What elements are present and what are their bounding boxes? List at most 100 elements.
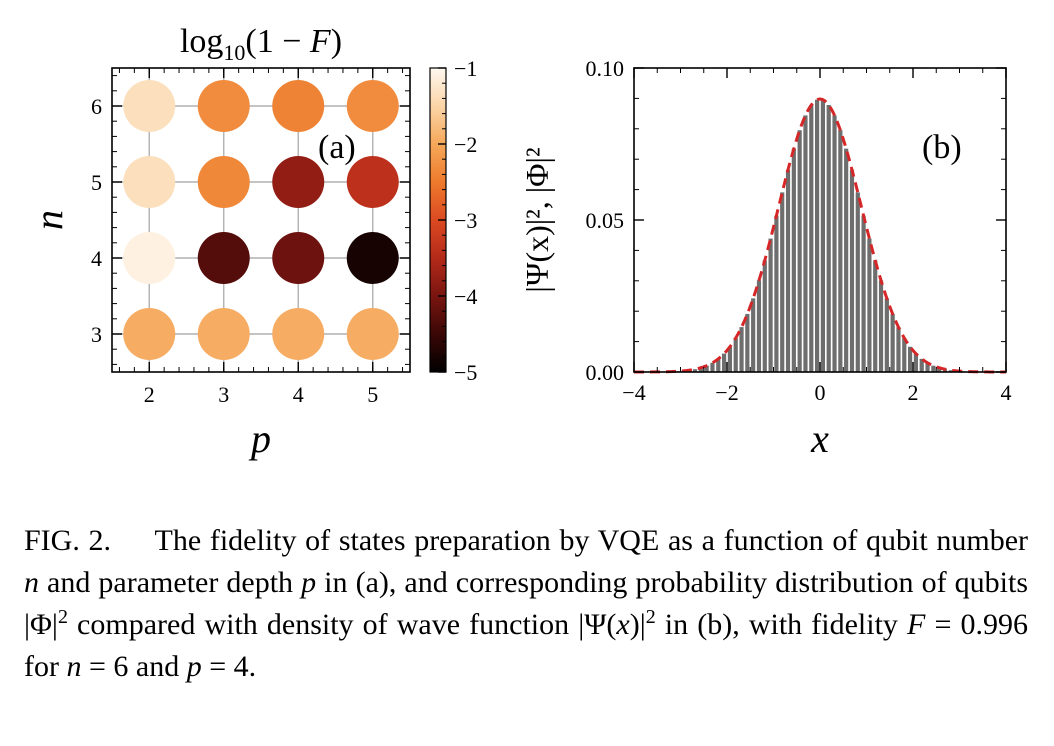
panel-b-bar-chart: −4 −2 0 2 4 0.00 0.05 0.10 (b) x |Ψ(x)|², |Φ|² [519,56,1012,461]
histogram-bar [704,365,709,372]
colorbar-ticks: −1 −2 −3 −4 −5 [438,56,477,385]
panel-a-ylabel: n [26,210,71,230]
caption-segment: )| [629,608,646,641]
heatmap-cell [197,80,250,132]
caption-segment: 2 [57,606,68,628]
histogram-bar [756,280,762,372]
heatmap-cell [123,80,176,132]
heatmap-cell [346,232,399,284]
caption-figure-label: FIG. 2. [24,524,112,557]
histogram-bar [745,313,750,372]
heatmap-cell [346,80,399,132]
caption-segment: x [616,608,630,641]
panel-b-density-line [634,97,1006,374]
histogram-bar [797,130,802,372]
histogram-bar [896,327,901,372]
panel-b-ticks: −4 −2 0 2 4 0.00 0.05 0.10 [586,56,1012,405]
x-tick-label: 4 [1001,380,1012,405]
histogram-bar [832,115,837,372]
histogram-bar [768,238,773,372]
histogram-bar [739,327,744,372]
colorbar-tick-label: −1 [454,56,477,81]
colorbar: −1 −2 −3 −4 −5 [429,56,477,385]
panel-b-label: (b) [922,129,962,166]
x-tick-label: −2 [715,380,738,405]
histogram-bar [815,99,820,373]
caption-segment: in (b), with fidelity [655,608,908,641]
histogram-bar [698,367,703,372]
histogram-bar [948,370,953,372]
histogram-bar [751,298,756,372]
histogram-bar [727,346,732,372]
histogram-bar [913,353,918,372]
x-tick-label: 2 [144,382,155,407]
histogram-bar [820,99,825,373]
caption-segment: n [66,650,82,683]
caption-segment: p [301,566,317,599]
histogram-bar [710,362,715,372]
caption-segment: = 4. [201,650,257,683]
heatmap-cell [123,308,176,360]
heatmap-cell [272,232,325,284]
heatmap-cell [197,232,250,284]
y-tick-label: 0.00 [586,360,625,385]
panel-a-ticks: 2 3 4 5 3 4 5 6 [91,68,410,407]
x-tick-label: −4 [622,380,645,405]
panel-b-xlabel: x [810,416,829,461]
histogram-bar [855,192,860,372]
heatmap-cell [123,232,176,284]
histogram-bar [867,238,872,372]
panel-b-frame [633,67,1007,373]
panel-a-heatmap: 2 3 4 5 3 4 5 6 log10(1 − F) (a) p n [26,23,411,461]
histogram-bar [878,280,884,372]
caption-segment: F [907,608,926,641]
histogram-bar [826,105,831,372]
histogram-bar [931,365,936,372]
y-tick-label: 6 [91,94,102,119]
heatmap-cell [272,80,325,132]
caption-segment: and parameter depth [39,566,302,599]
histogram-bar [925,362,930,372]
figure: 2 3 4 5 3 4 5 6 log10(1 − F) (a) p n −1 −2 −3 −4 −5… [26,23,1012,461]
histogram-bar [774,215,779,372]
histogram-bar [733,337,738,372]
y-tick-label: 0.10 [586,56,625,81]
histogram-bar [780,192,785,372]
panel-a-xlabel: p [248,416,271,461]
histogram-bar [861,215,866,372]
panel-a-title: log10(1 − F) [180,23,342,65]
caption-segment: p [186,650,202,683]
heatmap-cell [346,308,399,360]
panel-a-markers [123,80,399,360]
panel-a-label: (a) [318,129,356,166]
histogram-bar [762,260,767,372]
histogram-bar [722,353,727,372]
x-tick-label: 0 [815,380,826,405]
histogram-bar [849,169,855,372]
figure-caption: FIG. 2. The fidelity of states preparati… [24,520,1028,688]
colorbar-tick-label: −3 [454,208,477,233]
x-tick-label: 2 [908,380,919,405]
caption-body: The fidelity of states preparation by VQ… [24,524,1028,683]
histogram-bar [937,367,942,372]
histogram-bar [838,130,843,372]
histogram-bar [803,115,808,372]
histogram-bar [919,358,924,372]
heatmap-cell [272,156,325,208]
caption-segment: n [24,566,39,599]
y-tick-label: 3 [91,322,102,347]
histogram-bar [809,105,814,372]
y-tick-label: 5 [91,170,102,195]
caption-segment: = 6 and [81,650,187,683]
x-tick-label: 5 [367,382,378,407]
caption-segment: in (a), and corresponding probability di… [24,566,1028,641]
histogram-bar [884,298,889,372]
caption-segment: compared with density of wave function |… [67,608,617,641]
caption-segment: = 0.996 for [24,608,1029,683]
histogram-bar [890,313,895,372]
histogram-bar [873,260,878,372]
heatmap-cell [272,308,325,360]
histogram-bar [716,358,721,372]
colorbar-tick-label: −4 [454,284,477,309]
heatmap-cell [346,156,399,208]
